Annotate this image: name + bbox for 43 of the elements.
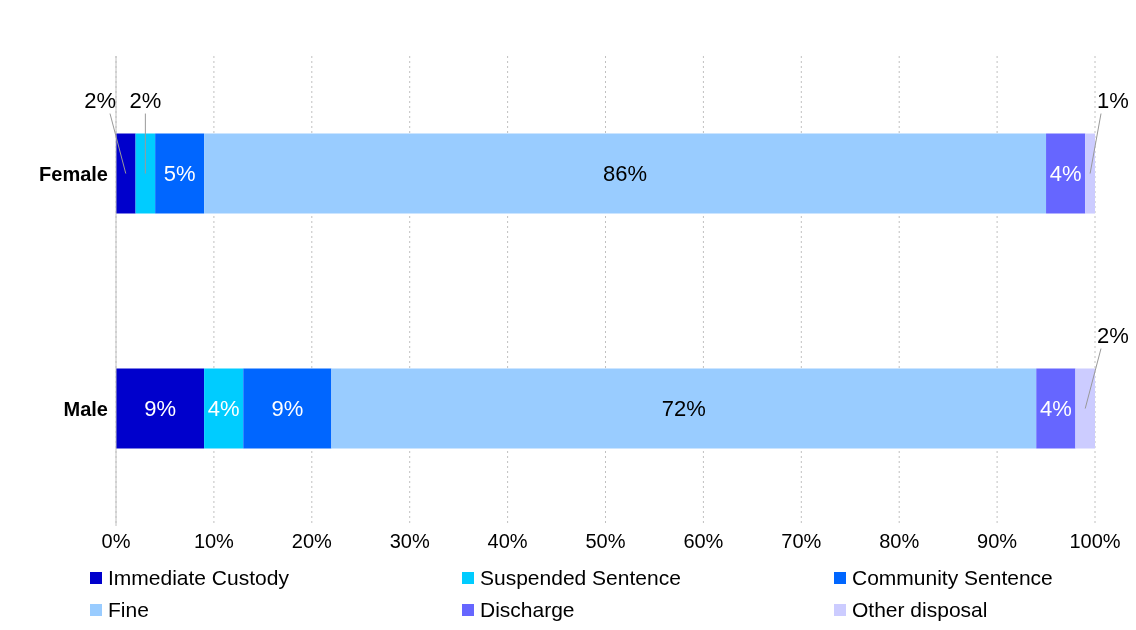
data-label: 86% bbox=[603, 161, 648, 187]
bar bbox=[1075, 368, 1095, 449]
bar bbox=[116, 368, 205, 449]
x-tick-label: 30% bbox=[389, 530, 430, 553]
x-tick-label: 70% bbox=[781, 530, 822, 553]
bar bbox=[155, 133, 205, 214]
data-label: 2% bbox=[129, 87, 162, 113]
legend-label: Immediate Custody bbox=[108, 566, 289, 590]
x-tick-label: 20% bbox=[291, 530, 333, 553]
data-label: 4% bbox=[1049, 161, 1082, 187]
x-tick-label: 100% bbox=[1069, 530, 1121, 553]
bar bbox=[116, 133, 136, 214]
legend-label: Suspended Sentence bbox=[480, 566, 681, 590]
x-tick-label: 40% bbox=[487, 530, 528, 553]
x-tick-label: 10% bbox=[193, 530, 235, 553]
bar bbox=[1085, 133, 1095, 214]
legend-label: Other disposal bbox=[852, 598, 988, 622]
data-label: 4% bbox=[207, 396, 240, 422]
data-label: 9% bbox=[144, 396, 176, 422]
data-label: 72% bbox=[661, 396, 706, 422]
legend-label: Discharge bbox=[480, 598, 575, 622]
bar bbox=[1036, 368, 1076, 449]
bar bbox=[204, 133, 1047, 214]
legend-label: Fine bbox=[108, 598, 149, 622]
y-tick-label: Male bbox=[63, 397, 108, 420]
x-tick-label: 80% bbox=[879, 530, 920, 553]
data-label: 9% bbox=[271, 396, 304, 422]
data-label: 1% bbox=[1097, 87, 1129, 113]
bar bbox=[135, 133, 156, 214]
data-label: 4% bbox=[1039, 396, 1072, 422]
data-label: 5% bbox=[163, 161, 196, 187]
data-label: 2% bbox=[84, 87, 116, 113]
bar bbox=[331, 368, 1037, 449]
y-tick-label: Female bbox=[39, 162, 108, 185]
data-label: 2% bbox=[1097, 322, 1129, 348]
bar bbox=[1046, 133, 1086, 214]
x-tick-label: 0% bbox=[101, 530, 131, 553]
x-tick-label: 50% bbox=[585, 530, 626, 553]
bar bbox=[204, 368, 244, 449]
legend-label: Community Sentence bbox=[852, 566, 1053, 590]
x-tick-label: 90% bbox=[977, 530, 1018, 553]
bar bbox=[243, 368, 332, 449]
x-tick-label: 60% bbox=[683, 530, 724, 553]
